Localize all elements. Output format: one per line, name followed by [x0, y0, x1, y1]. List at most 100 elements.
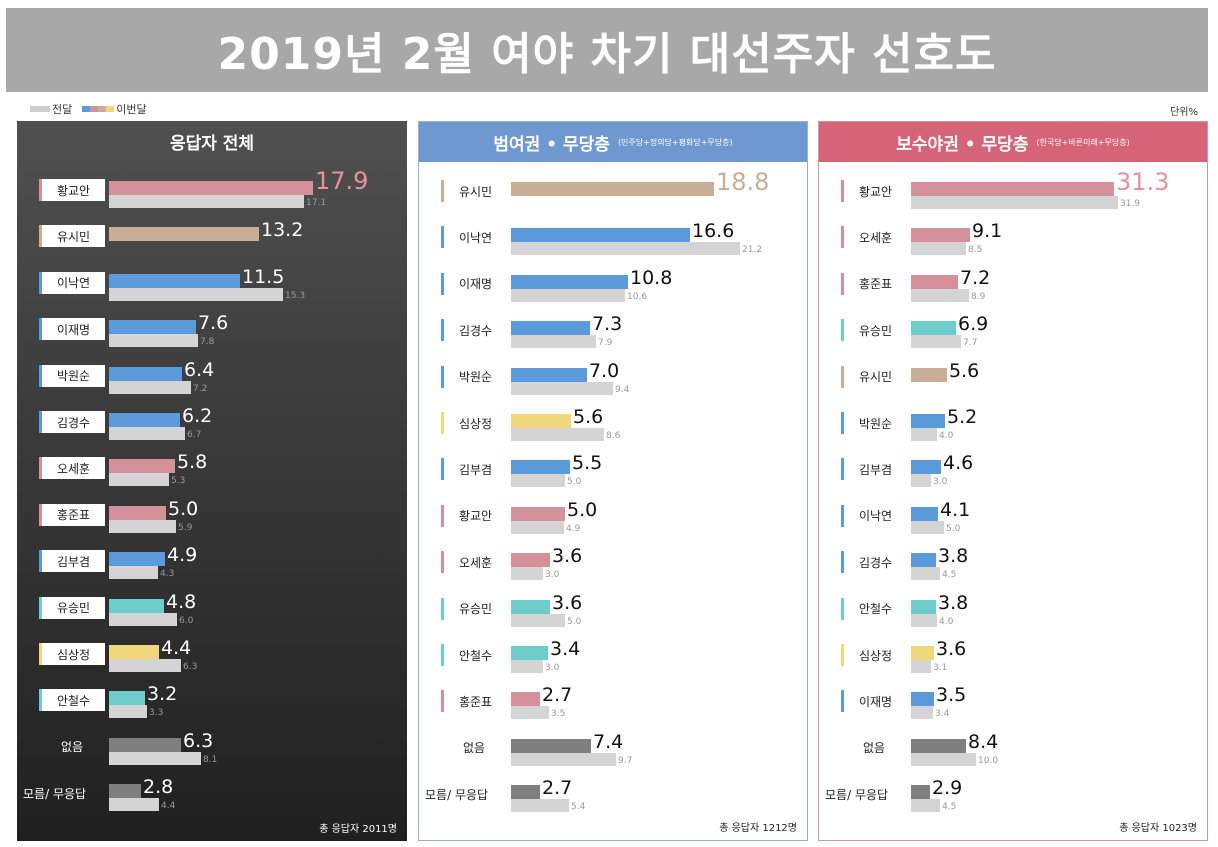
bar-row: 심상정 5.6 8.6	[419, 402, 807, 448]
value-label: 7.3	[592, 313, 623, 336]
previous-value-label: 8.6	[606, 431, 621, 441]
category-label: 오세훈	[841, 226, 907, 249]
category-label: 김부겸	[841, 458, 907, 481]
current-bar	[911, 228, 970, 243]
previous-value-label: 4.3	[160, 569, 175, 580]
previous-value-label: 3.4	[935, 709, 950, 720]
previous-bar	[911, 752, 976, 766]
previous-value-label: 10.6	[627, 291, 648, 302]
previous-bar	[511, 242, 740, 256]
previous-bar	[911, 613, 937, 627]
legend-current-label: 이번달	[116, 103, 147, 116]
previous-value-label: 31.9	[1120, 199, 1141, 209]
category-label: 심상정	[39, 643, 105, 665]
category-label: 모름/ 무응답	[825, 787, 889, 802]
previous-bar	[109, 473, 169, 487]
previous-value-label: 17.1	[306, 198, 327, 208]
value-label: 6.3	[183, 729, 214, 752]
previous-value-label: 3.0	[545, 570, 560, 581]
bar-row: 황교안 5.0 4.9	[419, 495, 807, 541]
value-label: 3.4	[550, 638, 581, 660]
current-bar	[109, 645, 159, 659]
panel-title: 보수야권 • 무당층	[896, 134, 1029, 155]
bar-row: 김부겸 4.9 4.3	[17, 540, 407, 586]
value-label: 17.9	[315, 167, 369, 195]
previous-value-label: 3.1	[933, 663, 948, 673]
current-bar	[109, 784, 141, 799]
value-label: 3.8	[938, 591, 969, 614]
bar-row: 유시민 5.6	[819, 356, 1207, 402]
previous-bar	[911, 242, 966, 256]
previous-bar	[109, 334, 198, 348]
bar-row: 없음 6.3 8.1	[17, 726, 407, 772]
current-bar	[109, 273, 240, 288]
legend-prev-label: 전달	[52, 103, 73, 116]
bar-row: 황교안 31.3 31.9	[819, 170, 1207, 216]
previous-value-label: 9.7	[618, 755, 633, 766]
value-label: 4.6	[943, 452, 974, 475]
unit-label: 단위%	[1170, 107, 1198, 118]
previous-bar	[109, 566, 158, 580]
value-label: 16.6	[692, 220, 735, 243]
current-bar	[511, 182, 714, 196]
page-title: 2019년 2월 여야 차기 대선주자 선호도	[217, 29, 997, 80]
bar-row: 심상정 4.4 6.3	[17, 633, 407, 679]
value-label: 31.3	[1116, 168, 1170, 196]
value-label: 3.5	[936, 684, 967, 707]
value-label: 4.8	[166, 590, 197, 613]
current-bar	[911, 182, 1114, 196]
previous-value-label: 9.4	[615, 384, 630, 395]
category-label: 없음	[60, 740, 84, 755]
category-label: 김경수	[39, 411, 105, 433]
total-respondents: 총 응답자 2011명	[319, 824, 397, 835]
panel-conservative-bloc: 보수야권 • 무당층 (한국당+바른미래+무당층) 황교안 31.3 31.9 오세훈…	[818, 121, 1208, 841]
panel-all-respondents: 응답자 전체 황교안 17.9 17.1 유시민 13.2 이낙연 11.5 15.3 이재명 7…	[17, 121, 407, 841]
bar-row: 유시민 13.2	[17, 215, 407, 261]
current-bar	[511, 460, 570, 475]
legend-current-swatch	[82, 106, 115, 112]
value-label: 5.2	[947, 406, 978, 428]
current-bar	[511, 553, 550, 568]
panel-subtitle: (한국당+바른미래+무당층)	[1036, 137, 1130, 147]
previous-value-label: 8.1	[203, 754, 218, 765]
previous-bar	[911, 520, 944, 534]
value-label: 7.6	[198, 312, 229, 335]
current-bar	[109, 181, 313, 195]
current-bar	[511, 646, 548, 660]
bar-row: 김부겸 5.5 5.0	[419, 448, 807, 494]
value-label: 8.4	[968, 730, 999, 753]
previous-bar	[911, 428, 937, 441]
previous-value-label: 5.3	[171, 476, 186, 487]
value-label: 2.8	[143, 776, 174, 799]
bar-row: 안철수 3.2 3.3	[17, 679, 407, 725]
value-label: 6.9	[958, 313, 989, 336]
current-bar	[911, 599, 936, 614]
value-label: 4.9	[167, 544, 198, 567]
bar-row: 안철수 3.8 4.0	[819, 588, 1207, 634]
previous-bar	[109, 519, 176, 533]
previous-value-label: 7.8	[200, 337, 215, 348]
previous-value-label: 5.4	[571, 802, 586, 813]
value-label: 5.0	[567, 498, 598, 521]
current-bar	[109, 366, 182, 381]
previous-bar	[911, 335, 961, 349]
current-bar	[109, 552, 165, 567]
current-bar	[911, 553, 936, 568]
bar-row: 유시민 18.8	[419, 170, 807, 216]
previous-value-label: 7.9	[598, 338, 613, 349]
category-label: 유시민	[841, 365, 907, 388]
category-label: 김부겸	[441, 458, 507, 481]
current-bar	[511, 738, 591, 753]
total-respondents: 총 응답자 1212명	[719, 823, 797, 834]
previous-bar	[109, 380, 191, 394]
current-bar	[511, 506, 565, 521]
previous-bar	[109, 287, 283, 301]
previous-bar	[511, 799, 569, 813]
value-label: 6.4	[184, 358, 215, 381]
current-bar	[511, 228, 690, 243]
current-bar	[911, 274, 958, 289]
category-label: 이재명	[841, 690, 907, 713]
previous-value-label: 6.0	[179, 615, 194, 626]
bar-row: 홍준표 5.0 5.9	[17, 494, 407, 540]
category-label: 오세훈	[39, 457, 105, 480]
